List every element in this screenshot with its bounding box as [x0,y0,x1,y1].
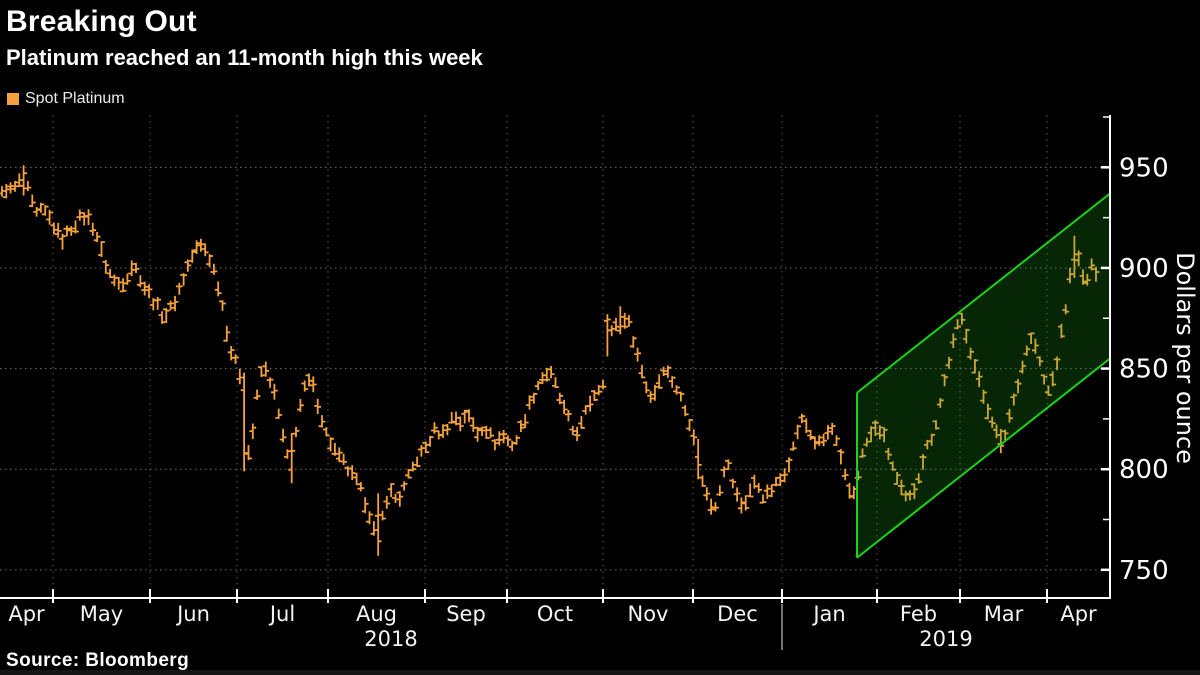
gridlines [0,115,1110,598]
x-tick-label-month: Feb [900,602,937,626]
x-tick-label-month: May [80,602,123,626]
source-credit: Source: Bloomberg [6,650,190,671]
trend-channel [856,192,1111,559]
page-subtitle: Platinum reached an 11-month high this w… [6,45,483,70]
x-tick-label-month: Jun [175,602,210,626]
x-tick-label-month: Apr [8,602,45,626]
page-title: Breaking Out [6,5,197,38]
axes: Apr May Jun Jul Aug Sep Oct Nov Dec Jan Feb Mar Apr 2… [0,115,1199,651]
x-tick-label-month: Jul [268,602,295,626]
y-tick-label: 750 [1119,556,1169,586]
price-bars [0,165,1100,556]
x-tick-label-month: Oct [537,602,573,626]
x-tick-label-year: 2019 [919,627,972,651]
y-tick-label: 800 [1119,455,1169,485]
legend-label: Spot Platinum [25,90,125,107]
y-tick-label: 950 [1119,153,1169,183]
x-tick-label-month: Sep [446,602,486,626]
legend-swatch-icon [7,93,19,105]
x-tick-label-month: Dec [717,602,758,626]
x-tick-label-month: Aug [356,602,397,626]
x-tick-label-month: Apr [1060,602,1097,626]
legend: Spot Platinum [7,90,125,108]
y-axis-title: Dollars per ounce [1171,252,1199,464]
y-tick-label: 900 [1119,254,1169,284]
chart-header: Breaking Out Platinum reached an 11-mont… [6,5,483,71]
channel-fill [857,193,1110,558]
x-tick-label-year: 2018 [364,627,417,651]
x-tick-label-month: Nov [628,602,669,626]
x-tick-label-month: Jan [811,602,845,626]
y-tick-label: 850 [1119,355,1169,385]
channel-border [856,192,1111,559]
x-tick-label-month: Mar [984,602,1024,626]
bottom-strip [0,670,1200,675]
